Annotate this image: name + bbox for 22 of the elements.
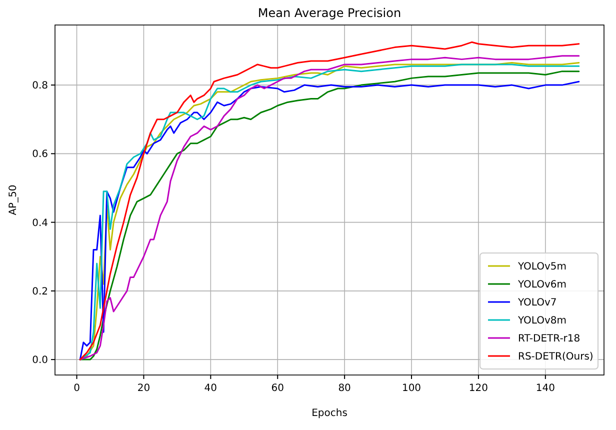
x-axis-title: Epochs: [312, 408, 348, 419]
legend-label: YOLOv5m: [517, 262, 567, 272]
legend-label: RT-DETR-r18: [518, 334, 580, 344]
y-tick-label: 0.4: [32, 218, 48, 229]
legend-label: YOLOv8m: [517, 316, 567, 326]
y-tick-label: 0.0: [32, 355, 48, 366]
x-tick-label: 100: [402, 383, 422, 394]
y-tick-label: 0.2: [32, 286, 48, 298]
x-tick-label: 80: [338, 383, 351, 394]
x-tick-label: 40: [204, 383, 218, 394]
y-axis-title: AP_50: [8, 184, 19, 216]
x-tick-label: 140: [536, 383, 555, 394]
y-tick-label: 0.8: [32, 80, 48, 92]
x-tick-label: 0: [74, 383, 80, 394]
y-tick-label: 0.6: [32, 149, 48, 160]
x-tick-label: 60: [271, 383, 284, 394]
legend-label: YOLOv7: [517, 298, 557, 308]
legend-label: RS-DETR(Ours): [518, 352, 594, 362]
legend-label: YOLOv6m: [517, 280, 567, 290]
chart-title: Mean Average Precision: [258, 6, 402, 20]
x-tick-label: 20: [137, 383, 150, 394]
x-tick-label: 120: [468, 383, 488, 394]
